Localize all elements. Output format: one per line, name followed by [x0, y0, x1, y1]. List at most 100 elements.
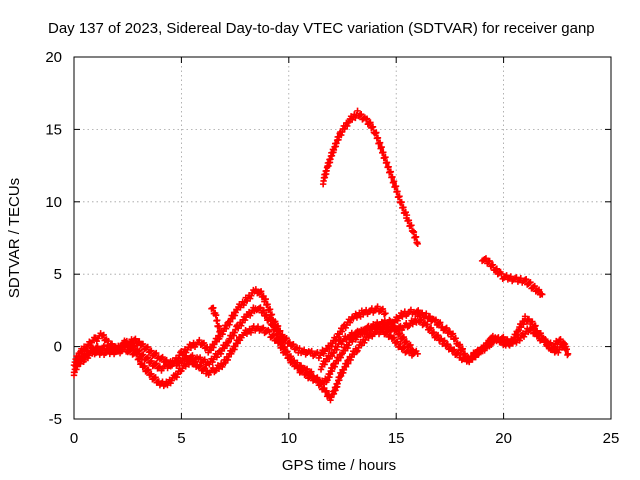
- track-3-point: [258, 325, 266, 332]
- track-2-point: [452, 335, 459, 342]
- track-4-point: [374, 134, 382, 141]
- track-3-point: [323, 387, 330, 394]
- x-tick-label: 0: [70, 430, 78, 447]
- track-3-point: [298, 367, 306, 374]
- track-1-point: [153, 360, 160, 367]
- track-9-point: [498, 336, 506, 344]
- track-4-point: [363, 115, 371, 122]
- track-2-point: [182, 352, 189, 359]
- track-2-point: [431, 317, 439, 324]
- track-5-point: [489, 261, 497, 268]
- track-7-point: [414, 313, 421, 320]
- track-2-point: [459, 345, 466, 353]
- track-1-point: [257, 288, 265, 295]
- track-3-point: [121, 344, 128, 351]
- track-1-point: [147, 358, 154, 366]
- track-8-point: [400, 333, 408, 341]
- track-4-point: [358, 111, 365, 118]
- track-1-point: [283, 335, 290, 342]
- track-3-point: [126, 347, 134, 354]
- track-4-point: [356, 111, 364, 119]
- track-4-point: [410, 228, 418, 236]
- track-3-point: [148, 370, 155, 378]
- track-9-point: [537, 330, 544, 337]
- track-2-point: [432, 316, 440, 323]
- x-tick-label: 20: [495, 430, 512, 447]
- x-tick-label: 25: [603, 430, 620, 447]
- track-5-point: [498, 270, 505, 278]
- track-7-point: [441, 337, 448, 344]
- track-2-point: [260, 307, 268, 314]
- track-7-point: [333, 346, 340, 354]
- track-2-point: [132, 335, 139, 342]
- track-3-point: [90, 346, 97, 353]
- track-3-point: [224, 356, 231, 364]
- track-4-point: [390, 178, 398, 185]
- track-7-point: [437, 336, 444, 343]
- track-5-point: [535, 286, 543, 293]
- track-5-point: [531, 282, 538, 290]
- track-3-point: [191, 358, 199, 366]
- track-4-point: [414, 240, 421, 247]
- track-3-point: [260, 324, 267, 331]
- track-4-point: [380, 149, 387, 156]
- track-2-point: [257, 304, 264, 311]
- track-1-point: [140, 351, 147, 358]
- track-2-point: [263, 311, 270, 318]
- track-2-point: [107, 341, 115, 349]
- track-4-point: [400, 204, 407, 211]
- track-2-point: [423, 310, 430, 317]
- track-2-point: [337, 354, 344, 361]
- track-3-point: [399, 345, 407, 352]
- track-3-point: [394, 338, 401, 345]
- track-9-point: [564, 350, 572, 358]
- track-2-point: [100, 331, 107, 339]
- track-4-point: [394, 188, 401, 195]
- track-5-point: [481, 255, 488, 263]
- track-4-point: [354, 107, 361, 115]
- track-6-point: [214, 317, 221, 324]
- track-4-point: [389, 173, 396, 181]
- chart-title: Day 137 of 2023, Sidereal Day-to-day VTE…: [48, 20, 595, 37]
- track-2-point: [272, 325, 280, 332]
- track-1-point: [264, 301, 271, 308]
- track-3-point: [128, 346, 135, 353]
- track-5-point: [486, 257, 493, 265]
- track-2-point: [435, 320, 443, 327]
- track-5-point: [527, 279, 534, 286]
- track-7-point: [443, 341, 450, 349]
- track-7-point: [334, 343, 341, 351]
- y-axis-label: SDTVAR / TECUs: [6, 178, 23, 298]
- track-4-point: [392, 182, 400, 190]
- track-1-point: [266, 306, 274, 313]
- track-4-point: [403, 211, 411, 219]
- track-7-point: [444, 340, 451, 348]
- track-3-point: [303, 369, 311, 377]
- track-9-point: [544, 340, 552, 347]
- track-2-point: [255, 305, 263, 312]
- track-4-point: [408, 222, 415, 229]
- track-2-point: [456, 341, 464, 348]
- track-2-point: [443, 324, 450, 332]
- track-2-point: [130, 336, 138, 344]
- track-1-point: [151, 361, 159, 368]
- track-3-point: [314, 376, 321, 384]
- x-tick-label: 5: [177, 430, 185, 447]
- track-5-point: [522, 276, 530, 283]
- track-8-point: [390, 322, 397, 329]
- track-3-point: [414, 350, 421, 358]
- track-2-point: [196, 354, 204, 361]
- y-tick-label: 20: [45, 49, 62, 66]
- track-4-point: [405, 217, 413, 224]
- track-4-point: [385, 163, 392, 170]
- track-3-point: [173, 373, 180, 381]
- track-7-point: [430, 328, 438, 336]
- axis-ticks: 0 5 10 15 20 25 -5 0 5 10 15 20: [45, 49, 619, 447]
- track-1-point: [308, 347, 315, 355]
- track-2-point: [136, 338, 143, 345]
- track-8-point: [396, 330, 404, 337]
- track-8-point: [393, 325, 401, 333]
- track-8-point: [407, 341, 414, 349]
- y-tick-label: 0: [54, 339, 62, 356]
- track-3-point: [286, 353, 293, 361]
